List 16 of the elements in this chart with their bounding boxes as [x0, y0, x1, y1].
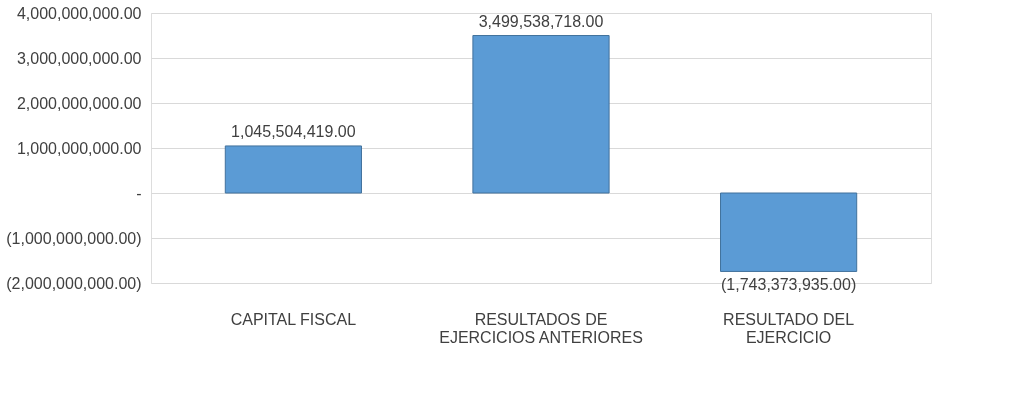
x-tick-label: RESULTADO DEL EJERCICIO — [723, 310, 855, 346]
y-tick-label: (1,000,000,000.00) — [6, 229, 142, 247]
data-label: 1,045,504,419.00 — [231, 122, 356, 140]
data-label: (1,743,373,935.00) — [721, 276, 857, 294]
y-tick-label: 3,000,000,000.00 — [16, 49, 142, 67]
y-tick-label: (2,000,000,000.00) — [6, 274, 142, 292]
y-tick-label: 1,000,000,000.00 — [16, 139, 142, 157]
y-tick-label: 2,000,000,000.00 — [16, 94, 142, 112]
y-tick-label: 4,000,000,000.00 — [16, 4, 142, 22]
y-tick-label: - — [136, 184, 142, 202]
bar — [720, 192, 858, 272]
bar — [224, 145, 362, 194]
data-label: 3,499,538,718.00 — [478, 12, 604, 30]
bar — [472, 35, 610, 194]
x-tick-label: RESULTADOS DE EJERCICIOS ANTERIORES — [439, 310, 643, 346]
x-tick-label: CAPITAL FISCAL — [230, 310, 357, 328]
